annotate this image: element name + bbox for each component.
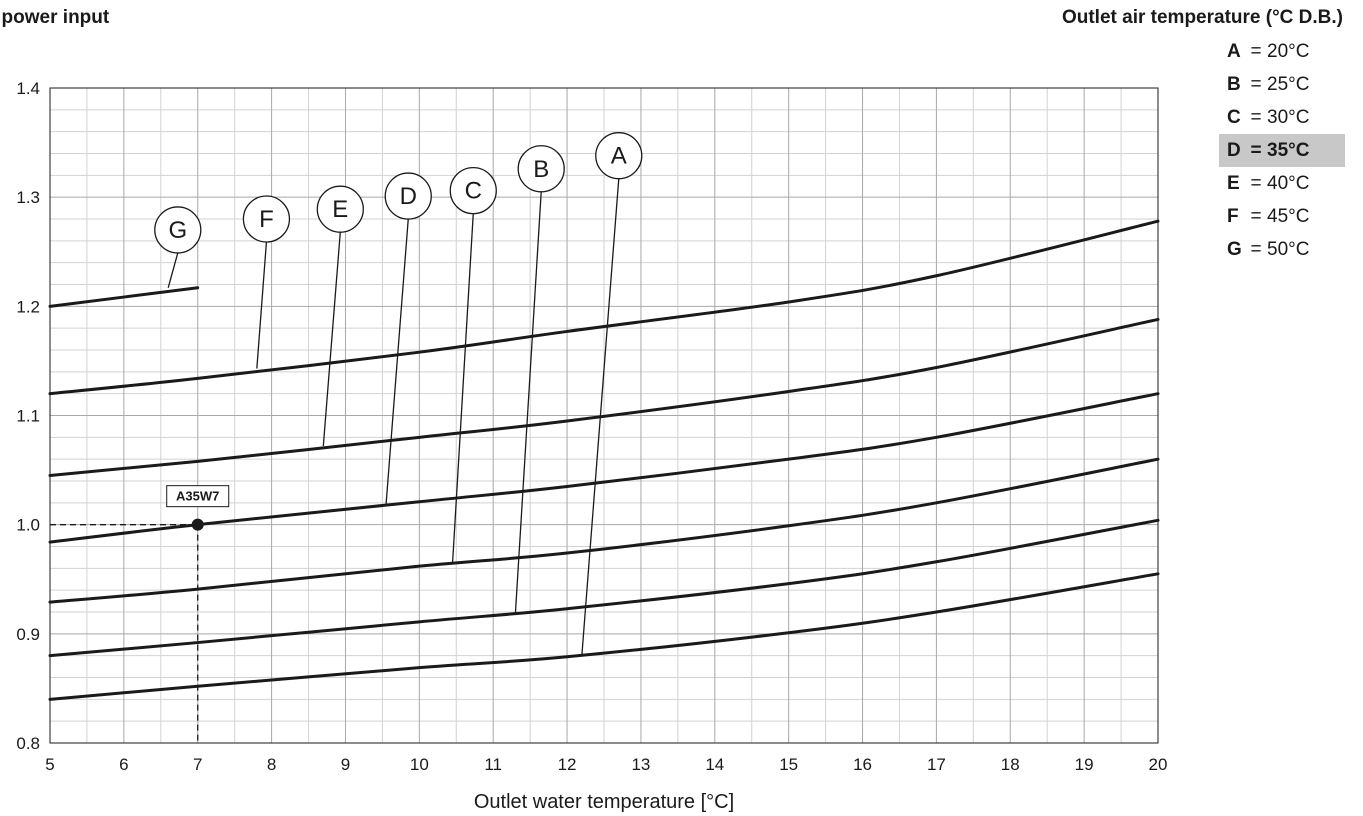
x-tick-label: 20: [1149, 755, 1168, 774]
legend-entry-c: C = 30°C: [1219, 101, 1345, 134]
x-tick-label: 8: [267, 755, 276, 774]
callout-leader-g: [167, 252, 179, 288]
callout-leader-d: [385, 219, 409, 504]
legend-value: 50°C: [1267, 239, 1310, 260]
annotation-label: A35W7: [176, 489, 219, 504]
annotation-group: A35W7: [50, 485, 230, 743]
x-tick-labels: 5 6 7 8 9 10 11 12 13 14 15 16 17 18 19 20: [45, 755, 1167, 774]
legend-letter: B: [1227, 74, 1241, 95]
callout-circle-f: [242, 195, 291, 243]
legend-value: 45°C: [1267, 206, 1310, 227]
x-tick-label: 14: [705, 755, 724, 774]
x-axis-label: Outlet water temperature [°C]: [474, 791, 734, 813]
legend-entry-g: G = 50°C: [1219, 233, 1345, 266]
y-tick-labels: 0.8 0.9 1.0 1.1 1.2 1.3 1.4: [16, 79, 40, 753]
series-line-e: [48, 317, 1160, 478]
callout-label-f: F: [259, 206, 274, 233]
annotation-point: [191, 518, 204, 531]
legend-entry-a: A = 20°C: [1219, 35, 1345, 68]
legend-value: 20°C: [1267, 41, 1310, 62]
y-tick-label: 1.2: [16, 297, 40, 316]
plot-border: [49, 87, 1159, 744]
callout-leader-b: [514, 191, 542, 615]
y-tick-label: 0.9: [16, 625, 40, 644]
x-tick-label: 10: [410, 755, 429, 774]
callout-leader-f: [256, 241, 268, 369]
legend-letter: A: [1227, 41, 1241, 62]
callout-label-g: G: [168, 217, 187, 244]
series-line-b: [48, 518, 1160, 658]
x-tick-label: 17: [927, 755, 946, 774]
callout-leader-e: [322, 232, 341, 447]
legend-letter: E: [1227, 173, 1240, 194]
x-tick-label: 13: [631, 755, 650, 774]
x-tick-label: 12: [558, 755, 577, 774]
callout-leader-c: [451, 213, 474, 563]
x-tick-label: 7: [193, 755, 202, 774]
x-tick-label: 15: [779, 755, 798, 774]
legend-equals: =: [1250, 41, 1262, 62]
series-line-f: [48, 219, 1160, 396]
callout-label-a: A: [611, 143, 627, 170]
y-tick-label: 1.4: [16, 79, 40, 98]
legend-letter: G: [1227, 239, 1242, 260]
legend-letter: C: [1227, 107, 1241, 128]
callout-label-b: B: [533, 156, 549, 183]
callouts-group: A B C D E F G: [154, 132, 643, 656]
legend-letter: F: [1227, 206, 1239, 227]
chart-title: l power input: [0, 7, 110, 28]
x-tick-label: 6: [119, 755, 128, 774]
legend-value: 35°C: [1267, 140, 1310, 161]
annotation-box: [166, 485, 230, 508]
x-tick-label: 19: [1075, 755, 1094, 774]
legend-equals: =: [1250, 74, 1262, 95]
callout-circle-d: [384, 172, 432, 220]
legend-entry-d: D = 35°C: [1219, 134, 1345, 167]
legend-entry-f: F = 45°C: [1219, 200, 1345, 233]
x-tick-label: 5: [45, 755, 54, 774]
y-tick-label: 1.3: [16, 188, 40, 207]
callout-circle-c: [449, 166, 497, 215]
x-tick-label: 16: [853, 755, 872, 774]
y-tick-label: 1.1: [16, 407, 40, 426]
y-tick-label: 1.0: [16, 516, 40, 535]
callout-leader-a: [581, 178, 620, 656]
callout-circle-b: [517, 145, 565, 193]
legend-entry-b: B = 25°C: [1219, 68, 1345, 101]
legend-equals: =: [1250, 140, 1262, 161]
callout-label-d: D: [400, 183, 417, 210]
x-tick-label: 18: [1001, 755, 1020, 774]
callout-label-c: C: [465, 178, 482, 205]
x-tick-label: 9: [341, 755, 350, 774]
legend-equals: =: [1250, 173, 1262, 194]
callout-circle-g: [154, 206, 202, 254]
x-tick-label: 11: [484, 755, 502, 774]
series-line-c: [48, 457, 1160, 604]
legend-equals: =: [1250, 206, 1262, 227]
callout-circle-a: [595, 132, 643, 180]
legend-title: Outlet air temperature (°C D.B.): [1061, 7, 1343, 28]
legend-value: 40°C: [1267, 173, 1310, 194]
legend: A = 20°C B = 25°C C = 30°C D = 35°C E = 40°C F = 45°C G = 50…: [1219, 35, 1345, 266]
legend-entry-e: E = 40°C: [1219, 167, 1345, 200]
series-group: [48, 219, 1160, 701]
legend-value: 30°C: [1267, 107, 1310, 128]
y-tick-label: 0.8: [16, 734, 40, 753]
legend-equals: =: [1250, 107, 1262, 128]
legend-equals: =: [1250, 239, 1262, 260]
legend-value: 25°C: [1267, 74, 1310, 95]
series-line-g: [48, 286, 200, 308]
callout-label-e: E: [332, 196, 348, 223]
legend-letter: D: [1227, 140, 1241, 161]
callout-circle-e: [316, 185, 364, 233]
